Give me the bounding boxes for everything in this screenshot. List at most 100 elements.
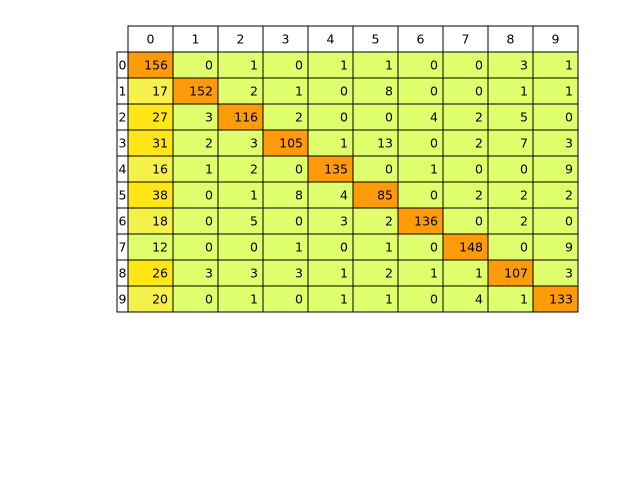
matrix-cell xyxy=(217,233,264,261)
cell-value: 133 xyxy=(549,292,573,307)
cell-value: 0 xyxy=(295,214,303,229)
matrix-cell xyxy=(487,77,534,105)
matrix-cell xyxy=(172,259,219,287)
cell-value: 2 xyxy=(475,136,483,151)
cell-value: 3 xyxy=(565,266,573,281)
col-header-cell xyxy=(532,25,579,53)
col-header-label: 4 xyxy=(327,32,335,47)
cell-value: 0 xyxy=(430,240,438,255)
matrix-cell xyxy=(262,77,309,105)
cell-value: 0 xyxy=(475,214,483,229)
cell-value: 0 xyxy=(430,136,438,151)
cell-value: 4 xyxy=(430,110,438,125)
row-header-label: 5 xyxy=(119,188,127,203)
cell-value: 0 xyxy=(385,110,393,125)
cell-value: 0 xyxy=(340,110,348,125)
cell-value: 2 xyxy=(565,188,573,203)
cell-value: 17 xyxy=(152,84,168,99)
cell-value: 3 xyxy=(250,266,258,281)
cell-value: 2 xyxy=(295,110,303,125)
cell-value: 152 xyxy=(189,84,213,99)
cell-value: 1 xyxy=(385,240,393,255)
diagonal-cell xyxy=(397,207,444,235)
cell-value: 0 xyxy=(385,162,393,177)
matrix-cell xyxy=(307,181,354,209)
matrix-cell xyxy=(352,155,399,183)
matrix-cell xyxy=(352,285,399,313)
col-header-label: 5 xyxy=(372,32,380,47)
cell-value: 105 xyxy=(279,136,303,151)
cell-value: 0 xyxy=(340,84,348,99)
col-header-label: 1 xyxy=(192,32,200,47)
cell-value: 9 xyxy=(565,162,573,177)
cell-value: 2 xyxy=(520,214,528,229)
row-header-label: 6 xyxy=(119,214,127,229)
col-header-label: 8 xyxy=(507,32,515,47)
matrix-cell xyxy=(217,285,264,313)
cell-value: 0 xyxy=(430,58,438,73)
matrix-cell xyxy=(172,181,219,209)
cell-value: 2 xyxy=(475,110,483,125)
cell-value: 0 xyxy=(520,162,528,177)
cell-value: 1 xyxy=(295,84,303,99)
matrix-cell xyxy=(127,285,174,313)
cell-value: 27 xyxy=(152,110,168,125)
matrix-cell xyxy=(217,155,264,183)
matrix-cell xyxy=(217,51,264,79)
matrix-cell xyxy=(442,103,489,131)
cell-value: 0 xyxy=(520,240,528,255)
cell-value: 0 xyxy=(295,58,303,73)
matrix-cell xyxy=(487,51,534,79)
cell-value: 4 xyxy=(340,188,348,203)
matrix-cell xyxy=(262,51,309,79)
cell-value: 0 xyxy=(565,214,573,229)
cell-value: 1 xyxy=(520,84,528,99)
cell-value: 1 xyxy=(340,58,348,73)
cell-value: 18 xyxy=(152,214,168,229)
cell-value: 0 xyxy=(340,240,348,255)
col-header-cell xyxy=(127,25,174,53)
cell-value: 0 xyxy=(475,84,483,99)
row-header-label: 3 xyxy=(119,136,127,151)
cell-value: 5 xyxy=(250,214,258,229)
cell-value: 13 xyxy=(377,136,393,151)
cell-value: 116 xyxy=(234,110,258,125)
matrix-cell xyxy=(127,207,174,235)
col-header-cell xyxy=(442,25,489,53)
matrix-cell xyxy=(352,77,399,105)
cell-value: 3 xyxy=(340,214,348,229)
matrix-cell xyxy=(307,51,354,79)
matrix-cell xyxy=(262,103,309,131)
diagonal-cell xyxy=(487,259,534,287)
cell-value: 1 xyxy=(430,266,438,281)
row-header-label: 0 xyxy=(119,58,127,73)
matrix-cell xyxy=(352,207,399,235)
cell-value: 0 xyxy=(430,84,438,99)
cell-value: 3 xyxy=(295,266,303,281)
cell-value: 3 xyxy=(205,110,213,125)
cell-value: 2 xyxy=(250,162,258,177)
cell-value: 0 xyxy=(205,214,213,229)
cell-value: 3 xyxy=(520,58,528,73)
matrix-cell xyxy=(217,259,264,287)
col-header-label: 7 xyxy=(462,32,470,47)
matrix-cell xyxy=(532,77,579,105)
cell-value: 0 xyxy=(295,162,303,177)
cell-value: 8 xyxy=(385,84,393,99)
cell-value: 8 xyxy=(295,188,303,203)
cell-value: 1 xyxy=(430,162,438,177)
cell-value: 0 xyxy=(475,162,483,177)
matrix-cell xyxy=(262,207,309,235)
cell-value: 1 xyxy=(250,292,258,307)
cell-value: 135 xyxy=(324,162,348,177)
matrix-cell xyxy=(352,233,399,261)
col-header-label: 9 xyxy=(552,32,560,47)
cell-value: 1 xyxy=(565,58,573,73)
matrix-cell xyxy=(307,129,354,157)
cell-value: 1 xyxy=(340,136,348,151)
cell-value: 1 xyxy=(385,292,393,307)
matrix-cell xyxy=(397,155,444,183)
cell-value: 0 xyxy=(430,292,438,307)
cell-value: 2 xyxy=(205,136,213,151)
